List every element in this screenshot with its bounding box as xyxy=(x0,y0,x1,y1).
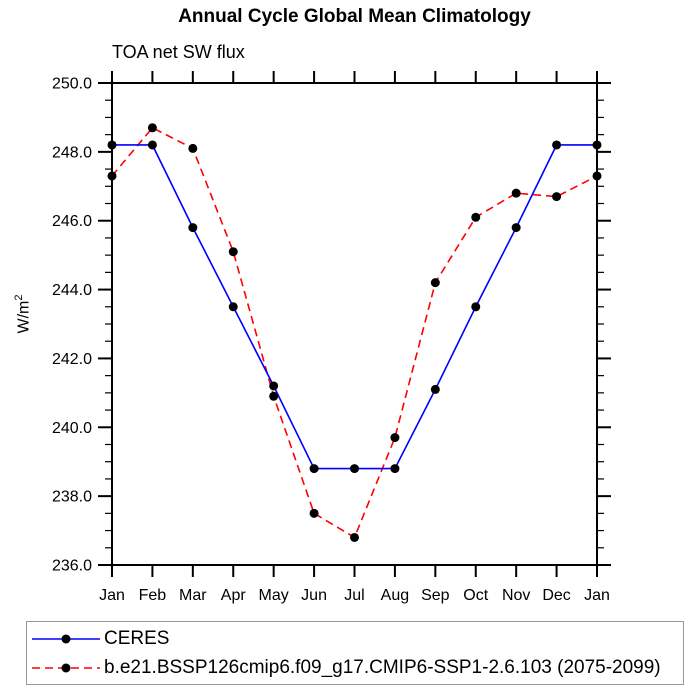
data-point xyxy=(269,381,279,391)
data-point xyxy=(511,223,521,233)
legend-label-model: b.e21.BSSP126cmip6.f09_g17.CMIP6-SSP1-2.… xyxy=(104,656,661,678)
legend-item-ceres: CERES xyxy=(31,624,683,653)
x-tick-label: Dec xyxy=(542,587,570,604)
data-point xyxy=(390,464,400,474)
data-point xyxy=(107,140,117,150)
data-point xyxy=(552,192,562,202)
x-tick-label: Feb xyxy=(139,587,167,604)
data-point xyxy=(471,302,481,312)
x-tick-label: May xyxy=(259,587,289,604)
chart-title: Annual Cycle Global Mean Climatology xyxy=(178,6,531,27)
legend-marker-dot-icon xyxy=(61,663,71,672)
plot-area: 250.0 248.0 246.0 244.0 242.0 240.0 238.0 236.0… xyxy=(52,71,611,604)
data-point xyxy=(350,532,359,542)
legend-sample-model xyxy=(32,663,100,672)
y-tick-label: 238.0 xyxy=(52,489,92,506)
data-point xyxy=(309,508,319,518)
x-tick-label: Apr xyxy=(221,587,247,604)
data-point xyxy=(107,171,117,181)
data-point xyxy=(147,123,157,133)
data-point xyxy=(430,384,440,394)
legend-item-model: b.e21.BSSP126cmip6.f09_g17.CMIP6-SSP1-2.… xyxy=(31,653,683,682)
data-point xyxy=(592,171,602,181)
legend-sample-ceres xyxy=(32,634,100,643)
y-tick-label: 240.0 xyxy=(52,420,92,437)
data-point xyxy=(552,140,562,150)
data-point xyxy=(390,433,400,443)
y-tick-label: 244.0 xyxy=(52,282,92,299)
plot-frame xyxy=(111,82,598,566)
data-point xyxy=(471,212,481,222)
x-tick-label: Aug xyxy=(381,587,409,604)
y-tick-label: 242.0 xyxy=(52,351,92,368)
x-tick-label: Jun xyxy=(301,587,327,604)
data-point xyxy=(147,140,157,150)
series-line-model xyxy=(111,126,598,539)
y-tick-label: 246.0 xyxy=(52,213,92,230)
data-point xyxy=(188,223,198,233)
x-tick-label: Oct xyxy=(463,587,488,604)
y-tick-label: 248.0 xyxy=(52,144,92,161)
legend-marker-dot-icon xyxy=(61,634,71,643)
x-tick-label: Mar xyxy=(179,587,207,604)
data-point xyxy=(511,188,521,198)
legend-label-ceres: CERES xyxy=(104,627,170,649)
data-point xyxy=(228,302,238,312)
data-point xyxy=(350,464,359,474)
y-tick-label: 250.0 xyxy=(52,76,92,93)
data-point xyxy=(188,143,198,153)
data-point xyxy=(309,464,319,474)
x-tick-label: Jan xyxy=(99,587,125,604)
data-point xyxy=(228,247,238,257)
x-tick-label: Nov xyxy=(502,587,530,604)
data-point xyxy=(592,140,602,150)
data-point xyxy=(430,278,440,288)
x-tick-label: Sep xyxy=(421,587,450,604)
x-tick-label: Jul xyxy=(344,587,364,604)
data-point xyxy=(269,391,279,401)
y-tick-label: 236.0 xyxy=(52,558,92,575)
x-tick-label: Jan xyxy=(584,587,610,604)
chart-subtitle: TOA net SW flux xyxy=(112,42,245,62)
legend: CERES b.e21.BSSP126cmip6.f09_g17.CMIP6-S… xyxy=(26,621,684,685)
